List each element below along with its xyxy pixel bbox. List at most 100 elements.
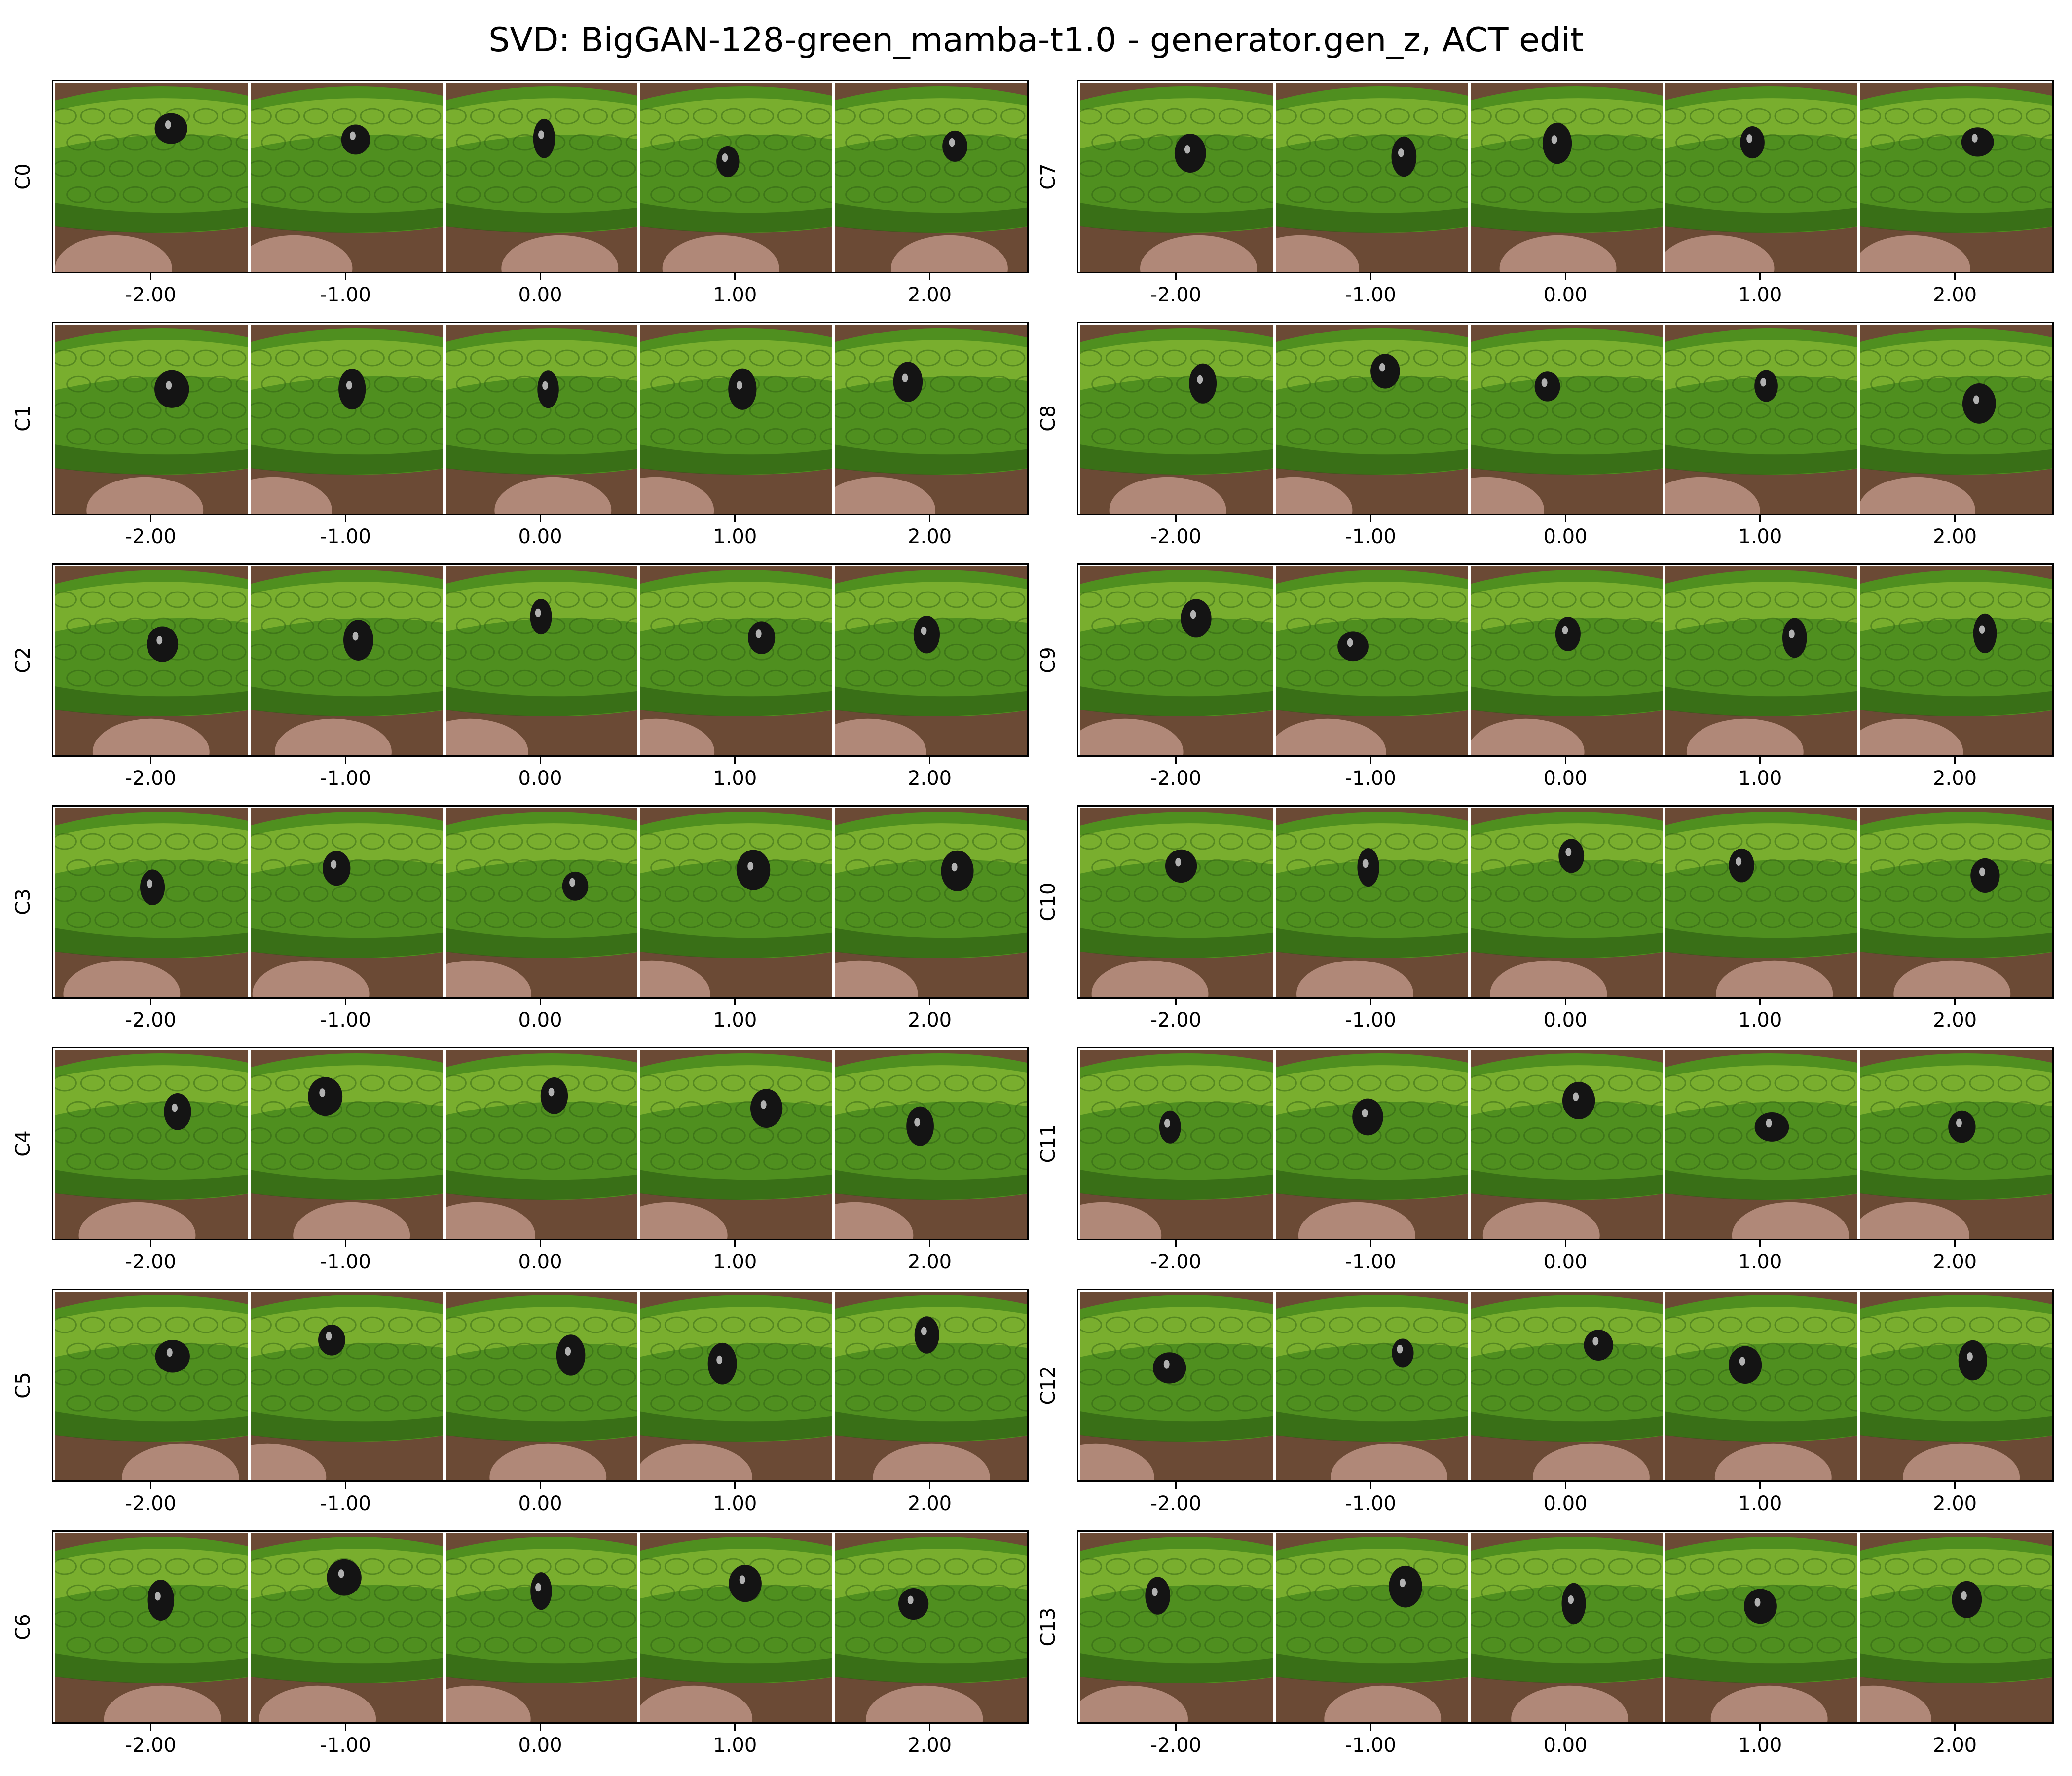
thumbnail-separator [832,565,836,755]
figure-title: SVD: BigGAN-128-green_mamba-t1.0 - gener… [488,21,1584,60]
panel-c4: -2.00 -1.00 0.00 1.00 2.00 C4 [12,1047,1029,1272]
panel-image-strip [1077,563,2054,757]
panel-c10: -2.00 -1.00 0.00 1.00 2.00 C10 [1037,805,2054,1030]
x-tick-label: 0.00 [518,1251,562,1273]
snake-thumbnail [834,1050,1027,1239]
snake-thumbnail [1664,325,1859,514]
thumbnail-separator [1663,1290,1666,1480]
snake-thumbnail [444,1292,639,1480]
thumbnail-separator [637,1048,641,1239]
x-tick-label: 0.00 [1543,284,1588,306]
x-tick-label: -1.00 [320,1009,371,1032]
snake-thumbnail [444,325,639,514]
x-tick [734,1724,736,1731]
thumbnail-separator [1468,807,1471,997]
x-tick [1954,757,1956,764]
x-tick-label: -1.00 [1345,1734,1396,1757]
x-tick-label: -2.00 [1150,1251,1202,1273]
snake-thumbnail [1080,325,1275,514]
x-tick [539,1724,541,1731]
x-tick-label: -1.00 [1345,1492,1396,1515]
x-tick [1175,999,1177,1005]
x-tick-label: -2.00 [125,1009,177,1032]
x-tick [539,1482,541,1489]
snake-thumbnail [1080,566,1275,755]
x-tick-label: 1.00 [1738,1492,1782,1515]
thumbnail-separator [1468,1532,1471,1722]
panel-image-strip [1077,322,2054,515]
x-tick [1175,515,1177,522]
x-tick-label: 1.00 [1738,767,1782,790]
x-tick [1759,1482,1761,1489]
snake-thumbnail [834,83,1027,272]
snake-thumbnail [1274,566,1470,755]
snake-thumbnail [55,1533,250,1722]
x-tick-label: 2.00 [908,1492,952,1515]
x-tick-label: -2.00 [125,525,177,548]
panel-c0: -2.00 -1.00 0.00 1.00 2.00 C0 [12,80,1029,305]
x-tick [1369,1240,1371,1247]
x-tick [1759,757,1761,764]
thumbnail-separator [443,1290,446,1480]
x-tick [929,757,931,764]
x-tick [149,1724,151,1731]
snake-thumbnail [639,566,834,755]
x-tick-label: -1.00 [1345,1009,1396,1032]
snake-thumbnail [1859,566,2052,755]
x-tick [1564,515,1566,522]
x-tick-label: 1.00 [1738,1009,1782,1032]
snake-thumbnail [1664,808,1859,997]
thumbnail-separator [1663,565,1666,755]
x-tick-label: -1.00 [1345,767,1396,790]
x-tick-label: 1.00 [713,525,757,548]
x-tick [1759,515,1761,522]
x-tick-label: 1.00 [1738,1251,1782,1273]
thumbnail-separator [637,1290,641,1480]
thumbnail-separator [1857,807,1861,997]
snake-thumbnail [1080,83,1275,272]
snake-thumbnail [1274,325,1470,514]
panel-image-strip [52,322,1029,515]
panel-c2: -2.00 -1.00 0.00 1.00 2.00 C2 [12,563,1029,788]
panel-c13: -2.00 -1.00 0.00 1.00 2.00 C13 [1037,1530,2054,1755]
x-tick-label: -1.00 [1345,525,1396,548]
x-tick [1369,273,1371,280]
panel-image-strip [1077,1289,2054,1482]
x-tick-label: -2.00 [125,1734,177,1757]
panel-image-strip [1077,1047,2054,1240]
snake-thumbnail [1859,325,2052,514]
x-tick [1369,1724,1371,1731]
snake-thumbnail [1469,1533,1665,1722]
snake-thumbnail [1469,325,1665,514]
x-tick [929,1240,931,1247]
x-tick [929,999,931,1005]
thumbnail-separator [443,81,446,272]
thumbnail-separator [443,323,446,514]
x-tick [344,273,346,280]
x-tick [1954,273,1956,280]
x-tick-label: 2.00 [1933,284,1977,306]
x-tick [734,1240,736,1247]
panel-image-strip [52,1047,1029,1240]
thumbnail-separator [1273,565,1276,755]
x-tick [1175,1240,1177,1247]
thumbnail-separator [1857,1048,1861,1239]
thumbnail-separator [1857,1532,1861,1722]
snake-thumbnail [444,808,639,997]
x-tick [1564,757,1566,764]
x-tick [149,273,151,280]
panel-image-strip [52,563,1029,757]
snake-thumbnail [444,1050,639,1239]
x-tick [1564,1240,1566,1247]
thumbnail-separator [1468,565,1471,755]
snake-thumbnail [639,808,834,997]
x-tick [1759,1240,1761,1247]
x-tick [1759,999,1761,1005]
x-tick [1954,1482,1956,1489]
x-tick [1564,1724,1566,1731]
x-tick-label: 2.00 [908,525,952,548]
thumbnail-separator [832,1290,836,1480]
x-tick [539,757,541,764]
snake-thumbnail [834,325,1027,514]
snake-thumbnail [639,1533,834,1722]
